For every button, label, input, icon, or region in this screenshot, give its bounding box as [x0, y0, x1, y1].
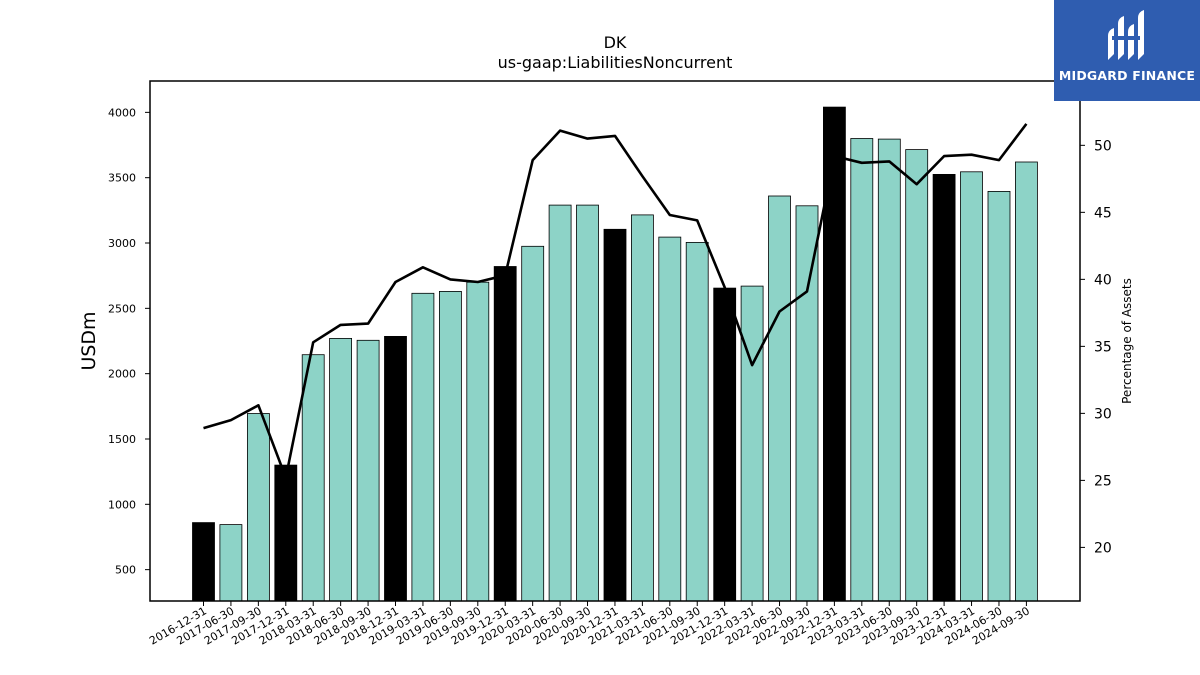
y-tick-label: 500: [115, 564, 136, 577]
bar-2018-09-30: [356, 339, 380, 602]
y-tick-label: 1000: [108, 498, 136, 511]
bar-2019-12-31: [493, 266, 517, 602]
y-tick-label: 4000: [108, 106, 136, 119]
bar-2023-06-30: [877, 138, 901, 602]
bar-2022-03-31: [740, 285, 764, 602]
y2-tick-label: 50: [1094, 138, 1112, 154]
brand-logo: MIDGARD FINANCE: [1054, 0, 1200, 101]
bar-2020-06-30: [548, 204, 572, 602]
bar-2018-03-31: [301, 354, 325, 602]
x-axis: 2016-12-312017-06-302017-09-302017-12-31…: [147, 601, 1032, 648]
bar-2021-06-30: [658, 236, 682, 602]
y-axis-label: USDm: [78, 311, 100, 370]
bar-2017-09-30: [246, 413, 270, 602]
bar-2023-12-31: [932, 173, 956, 602]
bar-2021-12-31: [713, 287, 737, 602]
y2-tick-label: 30: [1094, 406, 1112, 422]
bar-2022-09-30: [795, 205, 819, 602]
y-tick-label: 2000: [108, 368, 136, 381]
bar-2019-06-30: [438, 290, 462, 602]
y2-tick-label: 45: [1094, 205, 1112, 221]
bar-2017-06-30: [219, 524, 243, 602]
y2-tick-label: 25: [1094, 473, 1112, 489]
chart-subtitle: us-gaap:LiabilitiesNoncurrent: [498, 53, 733, 72]
y-tick-label: 3000: [108, 237, 136, 250]
y2-axis-label: Percentage of Assets: [1120, 278, 1134, 404]
bar-2021-03-31: [631, 214, 654, 602]
bar-2020-03-31: [521, 245, 545, 602]
bar-2021-09-30: [685, 241, 709, 602]
bar-2024-09-30: [1015, 161, 1038, 602]
y-tick-label: 1500: [108, 433, 136, 446]
bar-2020-09-30: [576, 204, 599, 602]
bar-2017-12-31: [274, 464, 298, 602]
midgard-logo-icon: [1108, 10, 1144, 60]
chart-title: DK: [604, 33, 627, 52]
y2-tick-label: 40: [1094, 272, 1112, 288]
bar-2023-09-30: [905, 149, 929, 602]
bar-2016-12-31: [192, 522, 215, 602]
y-tick-label: 3500: [108, 172, 136, 185]
bar-2022-06-30: [768, 195, 791, 602]
bar-2024-06-30: [987, 190, 1011, 602]
y-tick-label: 2500: [108, 302, 136, 315]
percentage-line: [203, 123, 1028, 480]
bar-2020-12-31: [603, 228, 627, 602]
bar-2024-03-31: [960, 171, 983, 602]
bar-2018-06-30: [329, 337, 353, 602]
y2-tick-label: 20: [1094, 540, 1112, 556]
bar-series: [192, 106, 1038, 602]
bar-2018-12-31: [384, 335, 407, 602]
y2-tick-label: 35: [1094, 339, 1112, 355]
brand-name: MIDGARD FINANCE: [1058, 68, 1196, 83]
bar-2019-09-30: [466, 281, 490, 602]
bar-2022-12-31: [823, 106, 846, 602]
y-axis: 500 1000 1500 2000 2500 3000 3500 4000: [108, 106, 150, 577]
bar-2019-03-31: [411, 292, 435, 602]
y2-axis: 20 25 30 35 40 45 50: [1080, 138, 1112, 556]
line-series: [203, 123, 1028, 480]
bar-2023-03-31: [850, 138, 874, 602]
